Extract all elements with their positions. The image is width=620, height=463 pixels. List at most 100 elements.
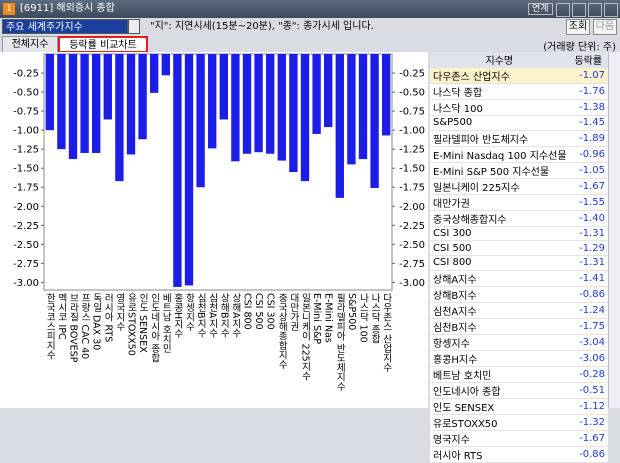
close-button[interactable] — [604, 3, 618, 17]
index-name: E-Mini S&P 500 지수선물 — [430, 162, 569, 179]
index-name: 상해A지수 — [430, 270, 569, 287]
change-rate: -1.67 — [568, 430, 608, 447]
bar — [92, 54, 101, 153]
x-tick-label: 필라델피아 반도체지수 — [334, 292, 345, 392]
index-name: 대만가권 — [430, 194, 569, 211]
dropdown-arrow[interactable] — [128, 19, 140, 34]
query-button[interactable]: 조회 — [566, 19, 590, 35]
bar — [277, 54, 286, 161]
index-name: 일본니케이 225지수 — [430, 178, 569, 195]
change-rate: -0.96 — [568, 146, 608, 163]
x-tick-label: 영국지수 — [114, 293, 125, 332]
column-header: 등락률 — [568, 52, 608, 68]
next-button[interactable]: 다음 — [593, 19, 617, 35]
change-rate: -1.05 — [568, 162, 608, 179]
bar — [324, 54, 333, 128]
table-row: S&P500 -1.45 — [430, 115, 608, 131]
bar — [358, 54, 368, 160]
unit-note: (거래량 단위: 주) — [543, 42, 616, 53]
x-tick-label: 다우존스 산업지수 — [381, 293, 392, 373]
chart: 한국코스피지수 멕시코 IPC 브라질 BOVESP 프랑스 CAC 40 독일 DAX… — [0, 52, 428, 408]
index-name: E-Mini Nasdaq 100 지수선물 — [430, 146, 569, 163]
table-row: 나스닥 종합 -1.76 — [430, 83, 608, 100]
y-tick-label: -2.75 — [13, 259, 39, 270]
table-row: CSI 300 -1.31 — [430, 226, 608, 242]
tab-active[interactable]: 등락률 비교차트 — [58, 36, 148, 53]
bar — [184, 54, 194, 286]
bar — [347, 54, 356, 165]
index-name: S&P500 — [430, 115, 569, 131]
change-rate: -1.38 — [568, 99, 608, 116]
bar — [231, 54, 240, 162]
y2-tick-label: -0.25 — [399, 69, 425, 80]
bar — [138, 54, 147, 140]
scrollbar[interactable] — [608, 52, 620, 408]
tab[interactable]: 전체지수 — [2, 36, 58, 53]
index-name: CSI 300 — [430, 226, 569, 242]
index-table: 지수명 등락률 다우존스 산업지수 -1.07 나스닥 종합 -1.76 나스닥 100 -1… — [430, 52, 608, 463]
y-tick-label: -0.50 — [13, 88, 39, 99]
y2-tick-label: -2.75 — [399, 259, 425, 270]
x-tick-label: CSI 300 — [265, 293, 276, 330]
y-tick-label: -1.00 — [13, 126, 39, 137]
bar — [266, 54, 275, 154]
x-tick-label: E-Mini S&P — [311, 293, 322, 344]
y2-tick-label: -2.50 — [399, 240, 425, 251]
x-tick-label: 항셍지수 — [184, 293, 195, 332]
index-name: 나스닥 100 — [430, 99, 569, 116]
table-row: CSI 500 -1.29 — [430, 240, 608, 257]
y-tick-label: -2.00 — [13, 202, 39, 213]
y2-tick-label: -0.75 — [399, 107, 425, 118]
change-rate: -1.24 — [568, 302, 608, 319]
x-tick-label: 나스닥 종합 — [369, 293, 380, 344]
table-row: 인도 SENSEX -1.12 — [430, 398, 608, 415]
bar — [312, 54, 321, 134]
link-button[interactable]: 연계 — [528, 3, 553, 15]
table-row: E-Mini S&P 500 지수선물 -1.05 — [430, 162, 608, 179]
y2-tick-label: -3.00 — [399, 278, 425, 289]
index-name: 나스닥 종합 — [430, 83, 569, 100]
y-tick-label: -1.50 — [13, 164, 39, 175]
toolbar-icon[interactable] — [572, 3, 586, 17]
change-rate: -0.51 — [568, 382, 608, 399]
y2-tick-label: -1.75 — [399, 183, 425, 194]
bar — [219, 54, 228, 120]
index-name: 러시아 RTS — [430, 446, 569, 463]
index-name: 항셍지수 — [430, 334, 569, 351]
index-name: 유로STOXX50 — [430, 414, 569, 431]
x-tick-label: 독일 DAX 30 — [91, 293, 102, 350]
bar — [370, 54, 379, 188]
change-rate: -1.76 — [568, 83, 608, 100]
y-tick-label: -2.50 — [13, 240, 39, 251]
table-row: CSI 800 -1.31 — [430, 255, 608, 271]
change-rate: -1.12 — [568, 398, 608, 415]
bar — [57, 54, 66, 150]
index-name: CSI 800 — [430, 255, 569, 271]
table-row: 항셍지수 -3.04 — [430, 334, 608, 351]
toolbar-icon[interactable] — [556, 3, 570, 17]
bar — [173, 54, 182, 287]
bar — [45, 54, 54, 131]
x-tick-label: S&P500 — [346, 293, 357, 330]
y-tick-label: -1.25 — [13, 145, 39, 156]
x-tick-label: 유로STOXX50 — [126, 293, 137, 356]
index-name: 심천A지수 — [430, 302, 569, 319]
bar — [242, 54, 252, 154]
change-rate: -1.89 — [568, 130, 608, 147]
y2-tick-label: -0.50 — [399, 88, 425, 99]
index-name: 상해B지수 — [430, 286, 569, 303]
table-row: 대만가권 -1.55 — [430, 194, 608, 211]
x-tick-label: CSI 500 — [253, 293, 264, 330]
notice: "지": 지연시세(15분~20분), "종": 종가시세 입니다. — [150, 21, 374, 32]
bar — [161, 54, 170, 76]
minimize-button[interactable] — [588, 3, 602, 17]
table-row: 심천A지수 -1.24 — [430, 302, 608, 319]
table-row: E-Mini Nasdaq 100 지수선물 -0.96 — [430, 146, 608, 163]
index-dropdown[interactable]: 주요 세계주가지수 — [2, 19, 128, 34]
x-tick-label: 나스닥 100 — [358, 293, 369, 343]
bar — [335, 54, 344, 198]
bar — [103, 54, 112, 120]
x-tick-label: 베트남 호치민 — [160, 293, 171, 353]
change-rate: -1.41 — [568, 270, 608, 287]
